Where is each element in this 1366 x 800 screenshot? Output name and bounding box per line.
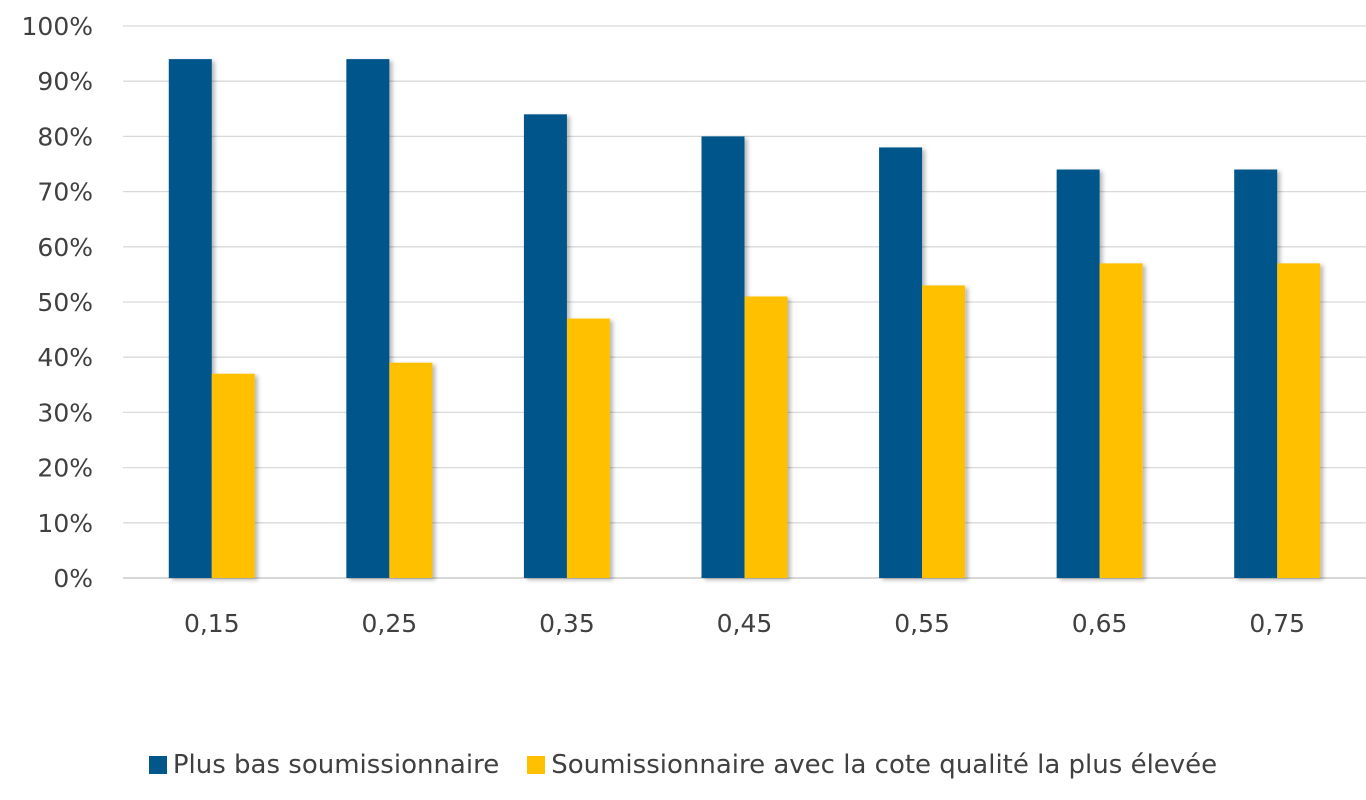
bar-series-2-0,35 [567,319,610,578]
y-tick-label: 40% [37,343,93,372]
bar-series-2-0,15 [212,374,255,578]
bar-series-2-0,25 [389,363,432,578]
bar-series-1-0,15 [169,59,212,578]
legend-swatch-series-1 [149,756,167,774]
legend-label-series-1: Plus bas soumissionnaire [173,750,499,780]
y-tick-label: 50% [37,288,93,317]
y-tick-label: 70% [37,178,93,207]
x-tick-label: 0,35 [539,609,595,638]
x-tick-label: 0,25 [362,609,418,638]
legend-label-series-2: Soumissionnaire avec la cote qualité la … [551,750,1217,780]
y-tick-label: 90% [37,67,93,96]
y-tick-label: 20% [37,454,93,483]
bar-series-1-0,35 [524,114,567,578]
bar-series-1-0,75 [1234,170,1277,578]
x-tick-label: 0,45 [717,609,773,638]
x-tick-label: 0,65 [1072,609,1128,638]
y-axis-tick-labels: 0% 10% 20% 30% 40% 50% 60% 70% 80% 90% 100% [22,12,93,593]
bar-chart: 0%10%20%30%40%50%60%70%80%90%100% 0,15 0,… [0,0,1366,740]
legend-swatch-series-2 [527,756,545,774]
legend: Plus bas soumissionnaire Soumissionnaire… [0,750,1366,780]
y-tick-label: 100% [22,12,93,41]
y-tick-label: 0% [53,564,93,593]
bar-series-2-0,65 [1100,263,1143,578]
bar-series-1-0,25 [346,59,389,578]
bar-series-2-0,75 [1277,263,1320,578]
y-tick-label: 10% [37,509,93,538]
x-tick-label: 0,15 [184,609,240,638]
bar-series-2-0,45 [745,296,788,578]
legend-item-series-1: Plus bas soumissionnaire [149,750,499,780]
bar-series-2-0,55 [922,285,965,578]
x-tick-label: 0,75 [1249,609,1305,638]
x-axis-tick-labels: 0,15 0,25 0,35 0,45 0,55 0,65 0,75 [184,609,1305,638]
y-tick-label: 30% [37,398,93,427]
bar-series-1-0,55 [879,147,922,578]
legend-item-series-2: Soumissionnaire avec la cote qualité la … [527,750,1217,780]
y-tick-label: 80% [37,122,93,151]
y-tick-label: 60% [37,233,93,262]
bar-series-1-0,65 [1057,170,1100,578]
x-tick-label: 0,55 [894,609,950,638]
bar-series-1-0,45 [702,136,745,578]
